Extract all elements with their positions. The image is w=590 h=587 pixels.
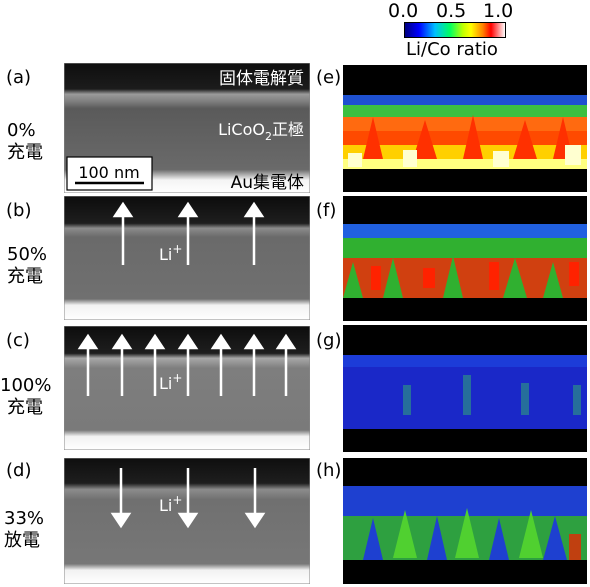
electrolyte-label: 固体電解質 — [219, 69, 304, 89]
panel-letter-a: (a) — [6, 67, 32, 88]
panel-letter-b: (b) — [6, 200, 32, 221]
ratio-map-h — [343, 458, 587, 584]
state-percent: 33% — [4, 508, 45, 529]
arrow-group-c — [77, 333, 297, 396]
colorbar: 0.0 0.5 1.0 Li/Co ratio — [380, 0, 530, 62]
state-percent: 100% — [0, 375, 52, 396]
panel-letter-c: (c) — [6, 330, 30, 351]
colorbar-tick-2: 1.0 — [483, 0, 514, 22]
panel-letter-d: (d) — [6, 460, 32, 481]
state-label-3: 33% 放電 — [4, 508, 44, 552]
tem-panel-d: Li+ — [64, 458, 310, 584]
state-label-0: 0% 充電 — [7, 120, 43, 164]
state-mode: 充電 — [7, 397, 43, 418]
scalebar-label: 100 nm — [78, 163, 139, 182]
ratio-map-e — [343, 65, 587, 192]
state-mode: 放電 — [4, 530, 40, 551]
scalebar-box — [66, 156, 153, 191]
ion-label: Li+ — [159, 242, 182, 264]
colorbar-tick-1: 0.5 — [436, 0, 467, 22]
panel-letter-f: (f) — [316, 200, 337, 221]
state-mode: 充電 — [7, 142, 43, 163]
arrow-group-d — [110, 468, 266, 529]
panel-letter-g: (g) — [316, 330, 342, 351]
tem-panel-c: Li+ — [64, 326, 310, 450]
tem-panel-a: 固体電解質 LiCoO2正極 Au集電体 100 nm — [64, 63, 310, 193]
ion-label: Li+ — [159, 371, 182, 393]
tem-panel-b: Li+ — [64, 196, 310, 320]
cathode-label: LiCoO2正極 — [218, 120, 304, 143]
state-percent: 0% — [7, 120, 36, 141]
colorbar-tick-0: 0.0 — [388, 0, 419, 22]
state-percent: 50% — [7, 244, 48, 265]
ion-label: Li+ — [159, 493, 182, 515]
colorbar-label: Li/Co ratio — [406, 39, 498, 60]
arrow-group-b — [112, 201, 265, 265]
collector-label: Au集電体 — [231, 173, 304, 193]
panel-letter-h: (h) — [316, 460, 342, 481]
ratio-map-f — [343, 196, 587, 321]
state-label-2: 100% 充電 — [0, 375, 51, 419]
colorbar-gradient — [404, 22, 506, 38]
ratio-map-g — [343, 325, 587, 452]
state-label-1: 50% 充電 — [7, 244, 47, 288]
state-mode: 充電 — [7, 266, 43, 287]
panel-letter-e: (e) — [316, 67, 342, 88]
